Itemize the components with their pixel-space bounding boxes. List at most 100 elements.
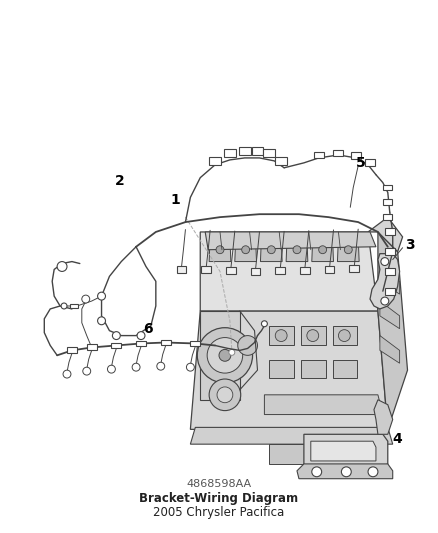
Bar — [67, 348, 77, 353]
Bar — [269, 360, 294, 378]
Circle shape — [344, 246, 352, 254]
Bar — [325, 266, 335, 273]
Bar — [385, 248, 395, 255]
Text: 4: 4 — [393, 432, 403, 446]
Circle shape — [216, 246, 224, 254]
Text: 6: 6 — [143, 322, 153, 336]
Bar — [332, 326, 357, 345]
Polygon shape — [265, 395, 383, 415]
Bar — [383, 184, 392, 190]
Polygon shape — [378, 232, 407, 430]
Bar — [251, 268, 261, 274]
Bar — [275, 268, 285, 274]
Circle shape — [368, 467, 378, 477]
Bar — [191, 341, 200, 346]
Circle shape — [293, 246, 301, 254]
Circle shape — [157, 362, 165, 370]
Circle shape — [207, 337, 243, 373]
Bar — [314, 151, 324, 158]
Circle shape — [261, 321, 267, 327]
Polygon shape — [311, 441, 376, 461]
Circle shape — [381, 297, 389, 305]
Bar — [209, 157, 221, 165]
Polygon shape — [312, 237, 333, 262]
Polygon shape — [380, 301, 399, 329]
Polygon shape — [297, 464, 393, 479]
Bar — [333, 150, 343, 157]
Bar — [385, 268, 395, 275]
Text: 5: 5 — [356, 156, 366, 170]
Polygon shape — [304, 434, 388, 469]
Circle shape — [275, 330, 287, 342]
Polygon shape — [370, 254, 399, 309]
Bar — [349, 265, 359, 272]
Polygon shape — [368, 217, 403, 252]
Bar — [161, 340, 171, 345]
Polygon shape — [286, 237, 308, 262]
Bar — [365, 159, 375, 166]
Bar — [201, 266, 211, 273]
Circle shape — [132, 363, 140, 371]
Text: 3: 3 — [406, 238, 415, 252]
Bar — [226, 267, 236, 274]
Circle shape — [61, 303, 67, 309]
Circle shape — [341, 467, 351, 477]
Bar — [111, 343, 121, 349]
Bar — [383, 199, 392, 205]
Polygon shape — [337, 237, 359, 262]
Circle shape — [209, 379, 241, 410]
Bar — [385, 229, 395, 236]
Circle shape — [219, 350, 231, 361]
Circle shape — [113, 332, 120, 340]
Bar — [263, 149, 275, 157]
Circle shape — [197, 328, 253, 383]
Circle shape — [57, 262, 67, 271]
Text: 2005 Chrysler Pacifica: 2005 Chrysler Pacifica — [153, 506, 285, 519]
Bar — [251, 147, 263, 155]
Polygon shape — [261, 237, 282, 262]
Bar — [269, 326, 294, 345]
Bar — [275, 157, 287, 165]
Polygon shape — [269, 444, 348, 464]
Bar — [351, 152, 361, 159]
Bar — [136, 341, 146, 346]
Polygon shape — [191, 427, 393, 444]
Circle shape — [107, 365, 115, 373]
Bar — [239, 147, 251, 155]
Circle shape — [319, 246, 327, 254]
Text: 4868598AA: 4868598AA — [187, 479, 251, 489]
Polygon shape — [380, 336, 399, 363]
Circle shape — [307, 330, 319, 342]
Circle shape — [381, 257, 389, 265]
Bar — [87, 344, 97, 350]
Bar — [332, 360, 357, 378]
Bar — [177, 265, 187, 272]
Circle shape — [83, 367, 91, 375]
Polygon shape — [374, 400, 393, 434]
Circle shape — [229, 350, 235, 356]
Circle shape — [187, 363, 194, 371]
Circle shape — [98, 317, 106, 325]
Bar — [300, 266, 310, 273]
Text: 1: 1 — [171, 193, 180, 207]
Circle shape — [137, 332, 145, 340]
Polygon shape — [200, 311, 240, 400]
Text: Bracket-Wiring Diagram: Bracket-Wiring Diagram — [139, 492, 299, 505]
Bar — [383, 214, 392, 220]
Bar — [224, 149, 236, 157]
Circle shape — [63, 370, 71, 378]
Circle shape — [82, 295, 90, 303]
Circle shape — [238, 336, 258, 356]
Circle shape — [242, 246, 250, 254]
Bar — [301, 360, 325, 378]
Polygon shape — [200, 232, 378, 311]
Circle shape — [312, 467, 321, 477]
Bar — [70, 303, 78, 309]
Polygon shape — [235, 237, 257, 262]
Text: 2: 2 — [114, 174, 124, 188]
Circle shape — [217, 387, 233, 403]
Circle shape — [98, 292, 106, 300]
Polygon shape — [205, 232, 376, 250]
Polygon shape — [191, 311, 388, 430]
Circle shape — [267, 246, 275, 254]
